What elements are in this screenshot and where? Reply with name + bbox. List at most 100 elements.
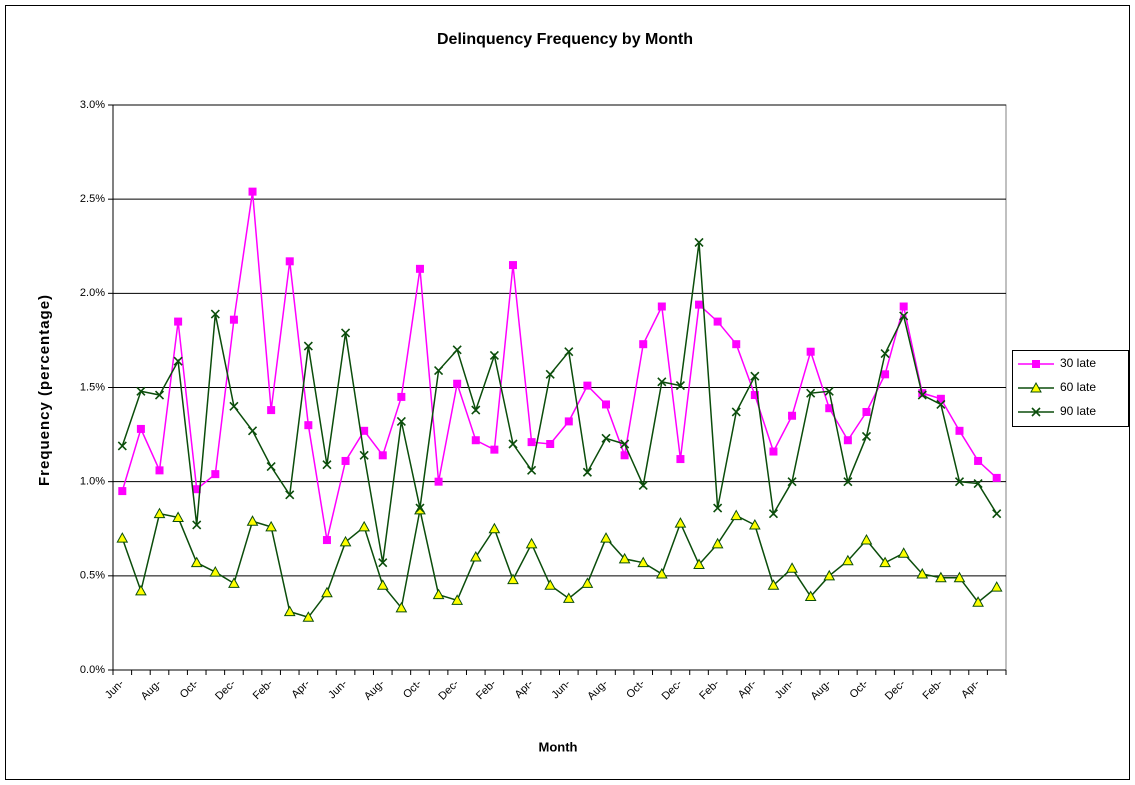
point xyxy=(527,438,536,447)
point xyxy=(359,450,369,460)
point xyxy=(675,381,685,391)
point xyxy=(267,406,276,415)
point xyxy=(824,386,834,396)
point xyxy=(823,569,836,581)
legend-label: 60 late xyxy=(1060,380,1096,394)
point xyxy=(954,477,965,487)
point xyxy=(620,451,629,460)
point xyxy=(674,517,687,528)
point xyxy=(748,518,761,530)
point xyxy=(861,431,872,442)
point xyxy=(730,509,743,521)
point xyxy=(601,433,611,443)
point xyxy=(804,590,817,602)
point xyxy=(303,341,313,351)
point xyxy=(562,592,575,603)
point xyxy=(322,536,331,545)
legend-marker xyxy=(1032,360,1040,368)
point xyxy=(713,503,723,513)
point xyxy=(339,535,352,547)
legend-label: 30 late xyxy=(1060,356,1096,370)
point xyxy=(321,586,333,598)
point xyxy=(676,455,685,464)
point xyxy=(248,187,257,196)
point xyxy=(899,311,909,321)
point xyxy=(618,552,631,564)
point xyxy=(508,439,518,449)
point xyxy=(843,436,852,445)
point xyxy=(564,347,574,357)
point xyxy=(732,340,741,349)
point xyxy=(488,522,501,534)
point xyxy=(992,509,1002,519)
point xyxy=(990,581,1003,592)
point xyxy=(378,558,388,568)
point xyxy=(788,411,797,420)
point xyxy=(395,601,408,613)
point xyxy=(973,478,983,489)
point xyxy=(265,520,277,532)
point xyxy=(637,556,650,568)
point xyxy=(451,594,464,605)
point xyxy=(655,567,668,579)
point xyxy=(881,370,890,379)
point xyxy=(173,356,183,366)
point xyxy=(916,567,929,579)
point xyxy=(581,577,594,588)
point xyxy=(639,340,648,349)
point xyxy=(860,534,873,545)
point xyxy=(397,392,406,401)
point xyxy=(657,302,666,311)
point xyxy=(600,532,612,543)
point xyxy=(750,391,759,400)
x-axis-label: Month xyxy=(539,739,578,754)
point xyxy=(190,556,203,568)
point xyxy=(415,264,424,273)
point xyxy=(118,487,127,496)
point xyxy=(583,381,592,390)
y-tick-label: 1.5% xyxy=(80,381,105,393)
series-line xyxy=(121,242,998,563)
point xyxy=(525,537,538,549)
point xyxy=(842,554,854,566)
point xyxy=(322,460,332,470)
point xyxy=(750,371,760,381)
point xyxy=(992,473,1001,482)
point xyxy=(786,562,798,573)
point xyxy=(229,315,238,324)
point xyxy=(489,350,499,361)
point xyxy=(432,588,445,600)
point xyxy=(731,407,741,417)
point xyxy=(117,441,127,451)
point xyxy=(899,302,908,311)
point xyxy=(953,571,966,583)
point xyxy=(471,436,480,445)
point xyxy=(155,466,164,475)
point xyxy=(246,515,259,526)
point xyxy=(266,462,276,472)
point xyxy=(694,237,704,248)
point xyxy=(955,426,964,435)
point xyxy=(767,579,780,590)
point xyxy=(806,388,816,398)
point xyxy=(711,537,724,549)
y-tick-label: 0.0% xyxy=(80,664,105,676)
point xyxy=(657,377,667,387)
point xyxy=(209,566,222,577)
point xyxy=(136,386,146,396)
point xyxy=(135,584,147,596)
point xyxy=(564,417,573,426)
point xyxy=(769,447,778,456)
point xyxy=(154,390,165,400)
point xyxy=(228,577,240,588)
y-tick-label: 3.0% xyxy=(80,99,105,111)
point xyxy=(434,365,444,376)
point xyxy=(174,317,183,326)
point xyxy=(453,379,462,388)
y-tick-label: 2.5% xyxy=(80,193,105,205)
point xyxy=(341,456,350,465)
point xyxy=(210,309,220,319)
point xyxy=(211,470,220,479)
point xyxy=(880,349,890,359)
point xyxy=(396,416,406,426)
